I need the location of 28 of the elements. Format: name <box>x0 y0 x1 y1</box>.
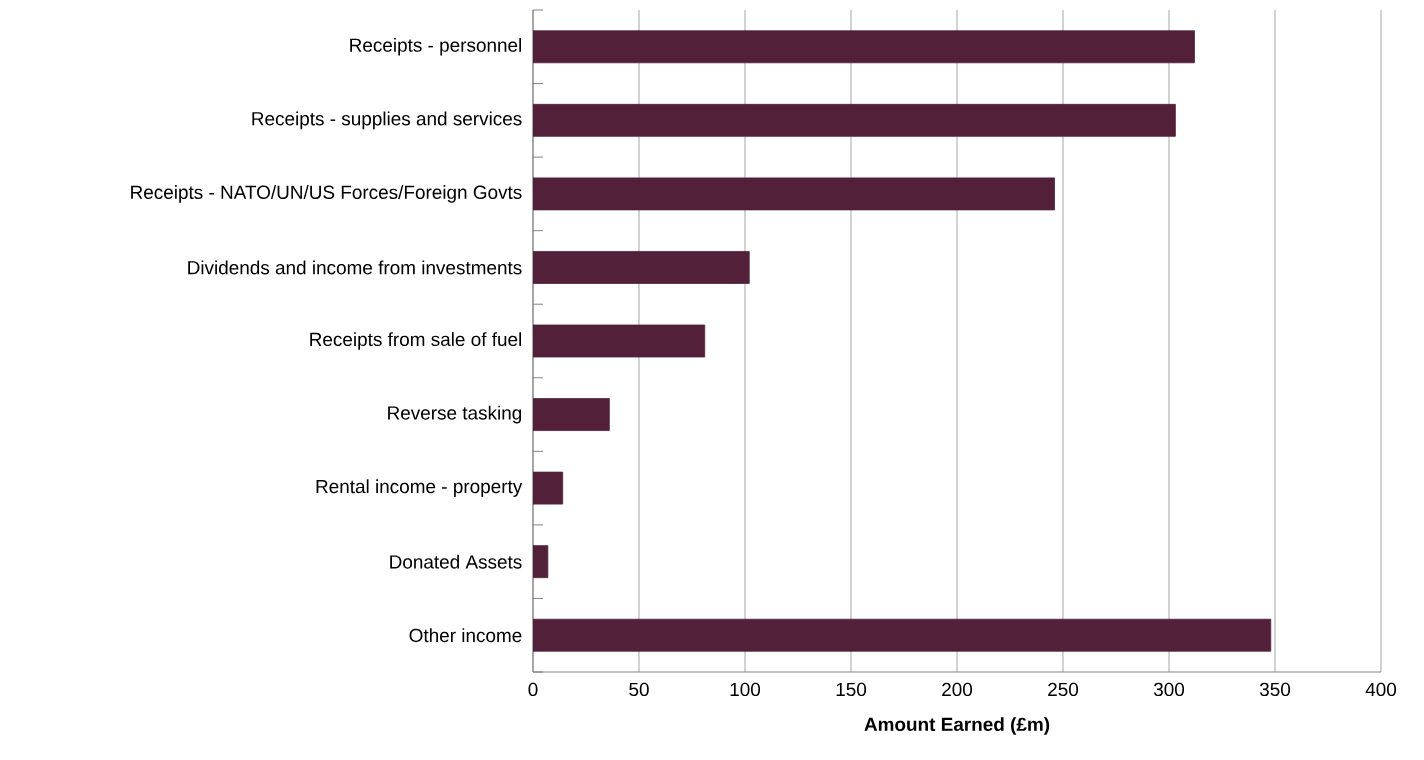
bar <box>533 398 610 431</box>
x-tick-label: 100 <box>730 682 761 697</box>
bar <box>533 618 1272 652</box>
bar <box>533 251 750 284</box>
x-tick-label: 300 <box>1153 682 1185 697</box>
y-tick-label: Dividends and income from investments <box>188 260 522 275</box>
x-tick-label: 250 <box>1048 682 1079 697</box>
x-tick-label: 400 <box>1365 682 1397 697</box>
y-tick-label: Donated Assets <box>390 554 522 569</box>
bar <box>533 471 564 505</box>
x-tick-label: 50 <box>629 682 649 697</box>
bar <box>533 177 1055 211</box>
bar <box>533 103 1176 137</box>
x-tick-label: 200 <box>942 682 973 697</box>
y-tick-label: Receipts - NATO/UN/US Forces/Foreign Govts <box>131 185 522 203</box>
y-tick-label: Other income <box>409 628 522 643</box>
x-tick-label: 350 <box>1259 682 1291 697</box>
x-tick-label: 150 <box>836 682 867 697</box>
y-tick-label: Rental income - property <box>316 479 523 497</box>
y-tick-label: Receipts - supplies and services <box>252 111 522 130</box>
x-axis-title: Amount Earned (£m) <box>864 717 1050 735</box>
y-tick-label: Receipts from sale of fuel <box>310 332 521 350</box>
y-tick-label: Reverse tasking <box>388 405 522 424</box>
bar <box>533 30 1195 64</box>
bar <box>533 324 706 358</box>
bar <box>533 545 549 579</box>
x-tick-label: 0 <box>528 682 538 697</box>
y-tick-label: Receipts - personnel <box>350 37 521 56</box>
